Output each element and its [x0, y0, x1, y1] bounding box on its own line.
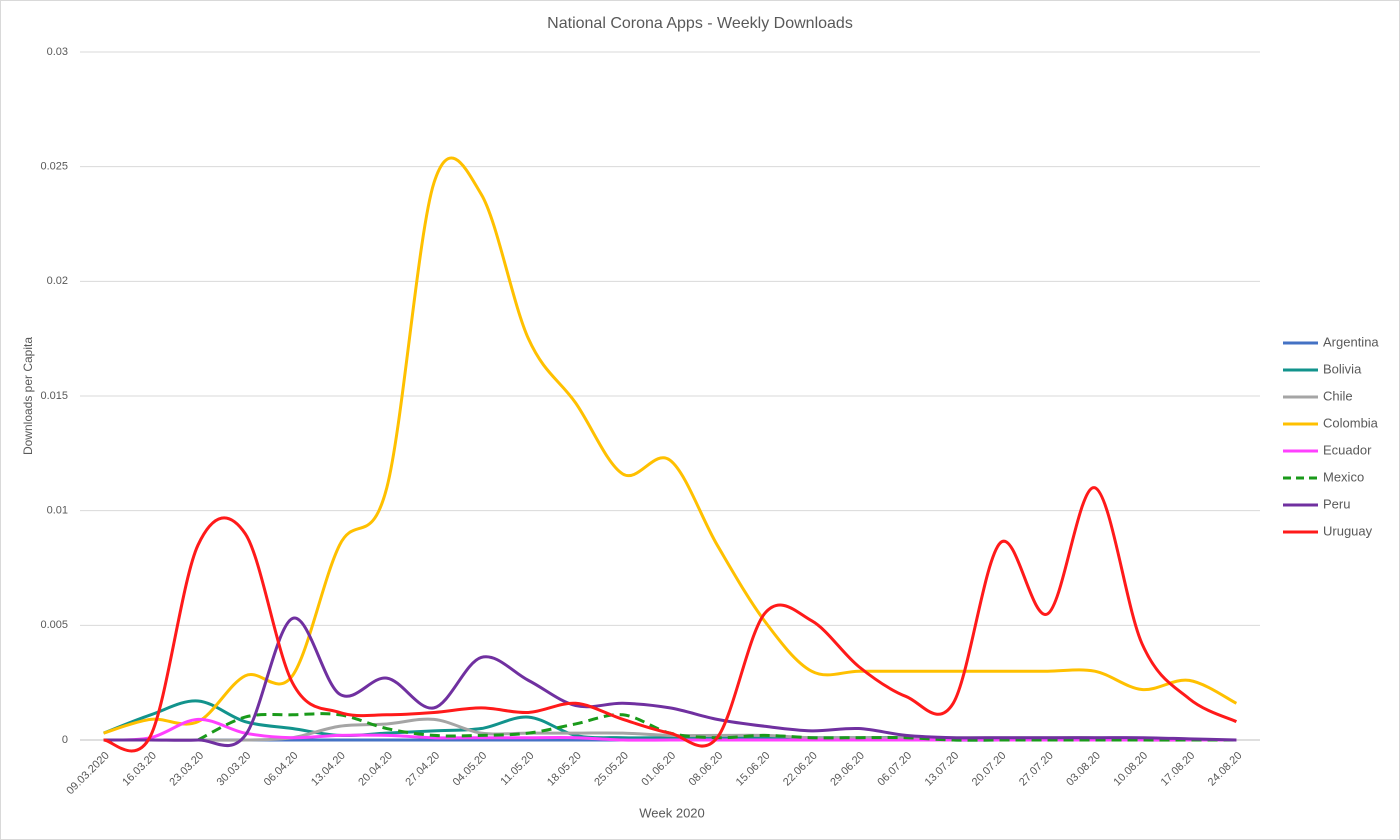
- y-tick-label: 0.005: [40, 619, 68, 631]
- legend-label: Uruguay: [1323, 523, 1373, 538]
- series-line: [103, 616, 1237, 747]
- legend-label: Mexico: [1323, 469, 1364, 484]
- y-axis-label: Downloads per Capita: [21, 337, 35, 455]
- chart-title: National Corona Apps - Weekly Downloads: [547, 15, 853, 32]
- legend-label: Argentina: [1323, 334, 1379, 349]
- x-axis-label: Week 2020: [639, 805, 705, 820]
- y-tick-label: 0.01: [47, 505, 68, 517]
- y-tick-label: 0.03: [47, 46, 68, 58]
- legend-label: Bolivia: [1323, 361, 1362, 376]
- y-tick-label: 0.02: [47, 275, 68, 287]
- y-tick-label: 0: [62, 734, 68, 746]
- y-tick-label: 0.025: [40, 161, 68, 173]
- legend-label: Ecuador: [1323, 442, 1372, 457]
- series-line: [103, 156, 1238, 735]
- series-line: [103, 486, 1238, 753]
- legend-label: Peru: [1323, 496, 1350, 511]
- legend-label: Colombia: [1323, 415, 1379, 430]
- y-tick-label: 0.015: [40, 390, 68, 402]
- legend-label: Chile: [1323, 388, 1353, 403]
- series-line: [103, 717, 1237, 742]
